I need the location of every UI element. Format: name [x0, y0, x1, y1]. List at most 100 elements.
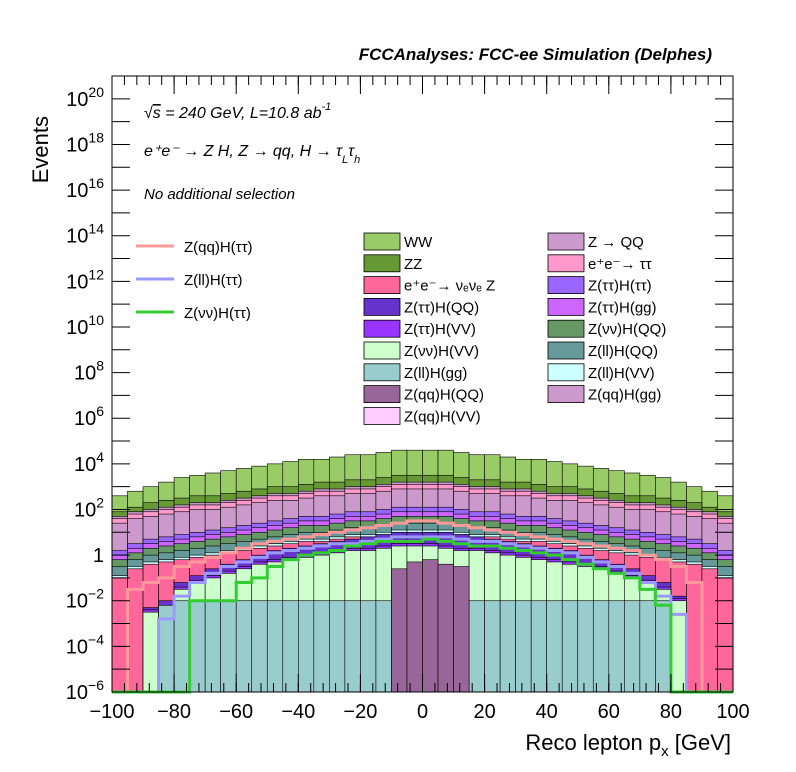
y-tick-label: 102	[74, 494, 104, 521]
bar	[314, 601, 330, 692]
legend-label: Z(ll)H(VV)	[588, 365, 655, 382]
bar	[485, 601, 501, 692]
y-tick-label: 10−4	[66, 631, 104, 658]
bar	[128, 569, 144, 692]
process-annotation: e⁺e⁻ → Z H, Z → qq, H → τLτh	[144, 143, 360, 166]
sqrt-symbol: √	[144, 105, 153, 122]
y-tick-label: 1010	[66, 312, 104, 339]
legend-swatch	[548, 386, 584, 403]
y-tick-label: 1016	[66, 175, 104, 202]
legend-swatch	[364, 233, 400, 250]
selection-annotation: No additional selection	[144, 186, 295, 203]
bar	[143, 612, 159, 692]
stacked-histograms	[112, 450, 733, 692]
bar	[329, 601, 345, 692]
svg-text:√s = 240 GeV, L=10.8 ab-1: √s = 240 GeV, L=10.8 ab-1	[144, 101, 331, 122]
legend-swatch	[548, 255, 584, 272]
legend-swatch	[364, 320, 400, 337]
legend-label: Z(ττ)H(VV)	[404, 321, 476, 338]
svg-text:e⁺e⁻ → Z H, Z → qq, H → τLτh: e⁺e⁻ → Z H, Z → qq, H → τLτh	[144, 143, 360, 166]
bar	[376, 601, 392, 692]
bar	[252, 601, 268, 692]
legend-label: Z(ττ)H(ττ)	[588, 278, 652, 295]
bar	[609, 601, 625, 692]
chart-canvas: FCCAnalyses: FCC-ee Simulation (Delphes)…	[0, 0, 796, 772]
bar	[624, 601, 640, 692]
legend-line-label: Z(νν)H(ττ)	[184, 305, 251, 322]
bar	[267, 601, 283, 692]
bar	[236, 601, 252, 692]
bar	[112, 578, 128, 692]
y-tick-label: 104	[74, 449, 104, 476]
y-tick-label: 108	[74, 358, 104, 385]
bar	[531, 601, 547, 692]
bar	[174, 601, 190, 692]
y-tick-label: 10−6	[66, 677, 104, 704]
process-sub2: h	[354, 154, 360, 166]
legend-label: WW	[404, 234, 433, 251]
legend-swatch	[548, 277, 584, 294]
bar	[205, 601, 221, 692]
x-tick-label: −80	[157, 701, 191, 723]
bar	[221, 601, 237, 692]
x-tick-label: 20	[473, 701, 495, 723]
x-tick-label: 100	[716, 701, 749, 723]
energy-exp: -1	[322, 101, 332, 113]
energy-text: = 240 GeV, L=10.8 ab	[161, 105, 322, 122]
legend-label: Z(ττ)H(QQ)	[404, 299, 479, 316]
process-text: e⁺e⁻ → Z H, Z → qq, H → τ	[144, 143, 343, 160]
legend-swatch	[364, 298, 400, 315]
legend-label: ZZ	[404, 256, 422, 273]
bar	[190, 601, 206, 692]
y-tick-label: 106	[74, 403, 104, 430]
bar	[298, 601, 314, 692]
bar	[717, 578, 733, 692]
legend-swatch	[548, 233, 584, 250]
bar	[454, 567, 470, 692]
bar	[562, 601, 578, 692]
y-tick-label: 1014	[66, 221, 104, 248]
bar	[391, 569, 407, 692]
x-axis-label: Reco lepton px [GeV]	[525, 730, 731, 760]
x-tick-label: 40	[536, 701, 558, 723]
legend-swatch	[364, 407, 400, 424]
legend-label: Z(qq)H(gg)	[588, 387, 661, 404]
bar	[345, 601, 361, 692]
chart-title: FCCAnalyses: FCC-ee Simulation (Delphes)	[359, 45, 713, 64]
legend-label: e⁺e⁻→ ττ	[588, 256, 652, 273]
bar	[423, 560, 439, 692]
y-tick-label: 1018	[66, 129, 104, 156]
legend-swatch	[364, 255, 400, 272]
bar	[283, 601, 299, 692]
x-tick-label: −60	[219, 701, 253, 723]
series-z-qq-h-qq-	[391, 560, 469, 692]
bar	[578, 601, 594, 692]
bar	[547, 601, 563, 692]
bar	[407, 562, 423, 692]
x-tick-label: −100	[89, 701, 134, 723]
bar	[640, 601, 656, 692]
y-tick-label: 1	[93, 545, 104, 567]
bar	[516, 601, 532, 692]
legend-swatch	[548, 342, 584, 359]
legend-line-label: Z(qq)H(ττ)	[184, 239, 253, 256]
legend-swatch	[364, 386, 400, 403]
legend-swatch	[548, 364, 584, 381]
legend-swatch	[364, 364, 400, 381]
bar	[469, 601, 485, 692]
bar	[438, 564, 454, 692]
legend-label: Z(ll)H(gg)	[404, 365, 467, 382]
x-tick-label: −40	[281, 701, 315, 723]
x-tick-label: 0	[417, 701, 428, 723]
y-axis-label: Events	[28, 116, 53, 183]
legend-swatch	[364, 342, 400, 359]
bar	[702, 569, 718, 692]
x-tick-label: 80	[660, 701, 682, 723]
legend-label: Z → QQ	[588, 234, 644, 251]
legend-label: Z(νν)H(VV)	[404, 343, 479, 360]
energy-annotation: √s = 240 GeV, L=10.8 ab-1	[144, 101, 331, 122]
y-tick-label: 10−2	[66, 586, 104, 613]
x-tick-label: 60	[598, 701, 620, 723]
x-tick-label: −20	[343, 701, 377, 723]
legend-swatch	[548, 320, 584, 337]
